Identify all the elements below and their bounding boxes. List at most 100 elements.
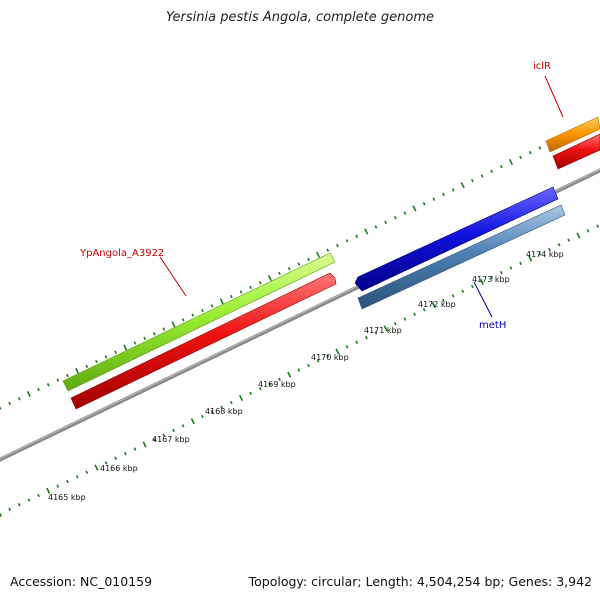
major-tick	[75, 367, 80, 374]
minor-tick	[152, 438, 156, 442]
minor-tick	[249, 285, 253, 290]
minor-tick	[355, 340, 359, 344]
minor-tick	[278, 377, 281, 382]
minor-tick	[229, 400, 233, 405]
minor-tick	[210, 410, 214, 414]
leader-ypangola-a3922	[159, 256, 187, 297]
minor-tick	[220, 405, 224, 409]
major-tick	[238, 394, 244, 402]
feature-meth-gene[interactable]	[354, 186, 559, 292]
tick-label: 4174 kbp	[526, 250, 564, 259]
minor-tick	[181, 318, 185, 322]
tick-label: 4168 kbp	[205, 407, 243, 416]
minor-tick	[278, 271, 281, 276]
minor-tick	[393, 321, 397, 326]
minor-tick	[37, 493, 40, 498]
minor-tick	[374, 331, 378, 335]
minor-tick	[162, 327, 166, 331]
minor-tick	[297, 262, 301, 266]
minor-tick	[480, 174, 484, 178]
minor-tick	[374, 225, 378, 229]
feature-ypangola-a3922-cds[interactable]	[70, 272, 337, 410]
major-tick	[0, 512, 3, 518]
minor-tick	[451, 294, 455, 298]
minor-tick	[422, 202, 426, 206]
minor-tick	[596, 224, 600, 228]
minor-tick	[326, 354, 330, 358]
major-tick	[287, 371, 292, 378]
minor-tick	[95, 359, 98, 364]
minor-tick	[470, 284, 474, 289]
tick-label: 4173 kbp	[472, 275, 510, 284]
scale-tick-labels: 4165 kbp 4166 kbp 4167 kbp 4168 kbp 4169…	[48, 250, 564, 502]
leader-iclr	[544, 75, 564, 118]
minor-tick	[287, 267, 291, 271]
minor-tick	[143, 336, 147, 341]
feature-iclr-cds[interactable]	[552, 133, 600, 170]
minor-tick	[56, 484, 60, 488]
feature-iclr-gene[interactable]	[545, 116, 600, 153]
minor-tick	[8, 507, 12, 512]
major-tick	[219, 298, 224, 305]
label-meth: metH	[479, 320, 506, 331]
minor-tick	[249, 391, 253, 396]
major-tick	[364, 228, 369, 235]
minor-tick	[133, 341, 137, 345]
minor-tick	[297, 368, 301, 372]
minor-tick	[432, 197, 436, 201]
minor-tick	[451, 188, 455, 192]
minor-tick	[123, 451, 127, 456]
minor-tick	[326, 248, 330, 252]
minor-tick	[345, 239, 349, 243]
feature-ypangola-a3922-gene[interactable]	[62, 252, 336, 392]
minor-tick	[8, 401, 12, 406]
minor-tick	[499, 164, 503, 169]
minor-tick	[499, 270, 503, 275]
minor-tick	[133, 447, 137, 451]
minor-tick	[201, 308, 204, 313]
minor-tick	[66, 373, 69, 378]
minor-tick	[528, 150, 532, 155]
minor-tick	[37, 387, 40, 392]
minor-tick	[364, 335, 368, 340]
minor-tick	[307, 257, 310, 262]
major-tick	[431, 302, 436, 309]
genome-summary-text: Topology: circular; Length: 4,504,254 bp…	[248, 574, 592, 589]
tick-label: 4165 kbp	[48, 493, 86, 502]
minor-tick	[413, 312, 416, 317]
tick-label: 4171 kbp	[364, 326, 402, 335]
minor-tick	[104, 461, 108, 465]
major-tick	[508, 158, 514, 166]
minor-tick	[181, 424, 185, 428]
minor-tick	[336, 243, 339, 248]
minor-tick	[114, 456, 118, 460]
major-tick	[190, 418, 195, 425]
feature-meth-cds[interactable]	[357, 204, 566, 310]
major-tick	[94, 464, 99, 471]
minor-tick	[75, 475, 79, 479]
major-tick	[316, 251, 321, 258]
minor-tick	[152, 332, 156, 336]
minor-tick	[258, 280, 262, 285]
minor-tick	[490, 169, 494, 173]
minor-tick	[557, 243, 561, 247]
minor-tick	[17, 397, 21, 401]
minor-tick	[403, 317, 407, 321]
diagram-title: Yersinia pestis Angola, complete genome	[166, 10, 434, 25]
minor-tick	[229, 294, 233, 299]
minor-tick	[17, 503, 21, 507]
leader-meth	[473, 281, 493, 318]
minor-tick	[307, 363, 310, 368]
major-tick	[267, 274, 272, 282]
minor-tick	[239, 290, 243, 294]
minor-tick	[519, 261, 522, 266]
major-tick	[412, 205, 417, 212]
minor-tick	[470, 178, 474, 183]
minor-tick	[268, 382, 272, 386]
outer-tick-ring	[0, 118, 600, 410]
label-ypangola-a3922: YpAngola_A3922	[79, 248, 164, 259]
minor-tick	[114, 350, 118, 354]
minor-tick	[46, 383, 50, 387]
inner-tick-ring	[0, 224, 600, 518]
